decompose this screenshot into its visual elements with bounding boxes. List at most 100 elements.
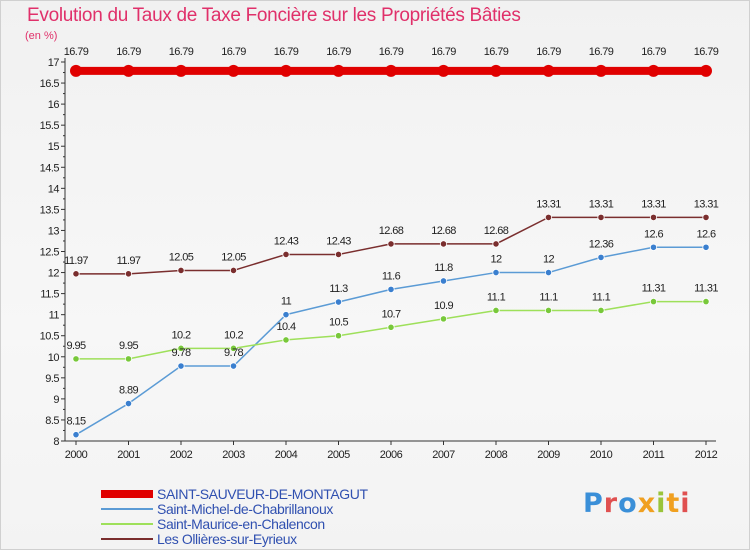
data-label: 12.68 [431,225,456,237]
y-tick-label: 16 [48,99,60,111]
data-point [70,64,82,77]
data-label: 16.79 [64,46,89,58]
x-tick-label: 2003 [222,449,245,461]
data-label: 12.05 [221,251,246,263]
data-point [72,270,80,278]
data-label: 10.9 [434,300,453,312]
data-label: 16.79 [221,46,246,58]
data-label: 11.1 [592,291,611,303]
data-point [334,332,343,340]
data-point [700,64,712,77]
data-point [122,64,135,77]
data-label: 11.31 [694,283,718,295]
data-point [72,355,80,363]
line-chart: 8 8.5 9 9.5 10 10.5 11 11.5 12 12.5 13 13.5 14 14.5 15… [40,46,720,461]
y-tick-label: 14.5 [40,162,60,174]
legend-swatch [101,522,153,525]
data-point [124,270,133,278]
legend-item: Saint-Michel-de-Chabrillanoux [101,501,368,517]
data-point [544,213,553,221]
data-label: 9.95 [119,340,138,352]
proxiti-logo: Proxiti [583,488,691,519]
data-label: 13.31 [641,198,666,210]
data-label: 16.79 [536,46,561,58]
data-label: 11.3 [329,283,348,295]
x-tick-label: 2012 [695,449,718,461]
data-label: 16.79 [274,46,299,58]
data-point [437,64,450,77]
data-label: 9.95 [66,340,85,352]
x-tick-label: 2008 [485,449,508,461]
data-label: 16.79 [641,46,666,58]
data-point [124,399,133,408]
y-tick-label: 10.5 [40,331,60,343]
legend-label: Les Ollières-sur-Eyrieux [157,530,297,547]
data-point [385,64,397,77]
legend-item: SAINT-SAUVEUR-DE-MONTAGUT [101,485,368,502]
data-label: 8.89 [119,385,138,397]
x-tick-label: 2000 [65,449,88,461]
data-point [544,306,553,315]
data-point [282,311,290,319]
data-point [647,64,660,77]
data-label: 11.31 [642,283,666,295]
y-tick-label: 15.5 [40,120,60,132]
data-label: 16.79 [169,46,194,58]
x-tick-label: 2010 [590,449,613,461]
y-tick-label: 13.5 [40,204,60,216]
data-label: 11.8 [434,262,453,274]
x-tick-label: 2009 [537,449,560,461]
data-point [492,306,500,315]
legend-label: SAINT-SAUVEUR-DE-MONTAGUT [157,485,368,502]
data-point [175,64,187,77]
data-point [649,213,658,221]
data-point [542,64,555,77]
data-label: 16.79 [589,46,614,58]
data-label: 8.15 [66,416,85,428]
data-point [595,64,607,77]
y-tick-label: 13 [48,225,60,237]
data-point [597,253,605,261]
y-tick-label: 15 [48,141,60,153]
data-point [387,323,395,331]
x-tick-label: 2002 [170,449,193,461]
data-label: 16.79 [431,46,456,58]
data-point [280,64,292,77]
data-label: 12.43 [326,235,351,247]
data-label: 12.43 [274,235,299,247]
y-tick-label: 11 [49,310,60,322]
data-point [334,298,343,306]
data-point [387,285,395,293]
x-tick-label: 2005 [327,449,350,461]
data-label: 10.7 [381,308,400,320]
data-point [544,268,553,277]
legend-swatch [101,507,153,510]
legend-swatch [101,489,153,498]
data-point [439,277,448,285]
x-tick-label: 2001 [117,449,140,461]
data-label: 16.79 [484,46,509,58]
y-tick-label: 14 [48,183,60,195]
data-label: 16.79 [326,46,351,58]
legend-swatch [101,537,153,540]
data-label: 11.1 [487,291,506,303]
data-label: 16.79 [379,46,404,58]
data-label: 12.05 [169,251,194,263]
y-tick-label: 16.5 [40,78,60,90]
y-tick-label: 9.5 [45,373,59,385]
data-point [490,64,502,77]
legend-label: Saint-Maurice-en-Chalencon [157,515,325,532]
data-point [229,344,238,352]
data-label: 10.2 [171,329,190,341]
y-tick-label: 8.5 [45,415,59,427]
data-point [72,431,80,439]
data-label: 13.31 [694,198,719,210]
data-label: 12 [543,254,555,266]
data-point [229,266,238,275]
data-label: 9.78 [171,347,190,359]
x-tick-label: 2011 [643,449,665,461]
y-tick-label: 12 [48,268,60,280]
data-point [702,298,710,306]
data-point [649,298,658,306]
